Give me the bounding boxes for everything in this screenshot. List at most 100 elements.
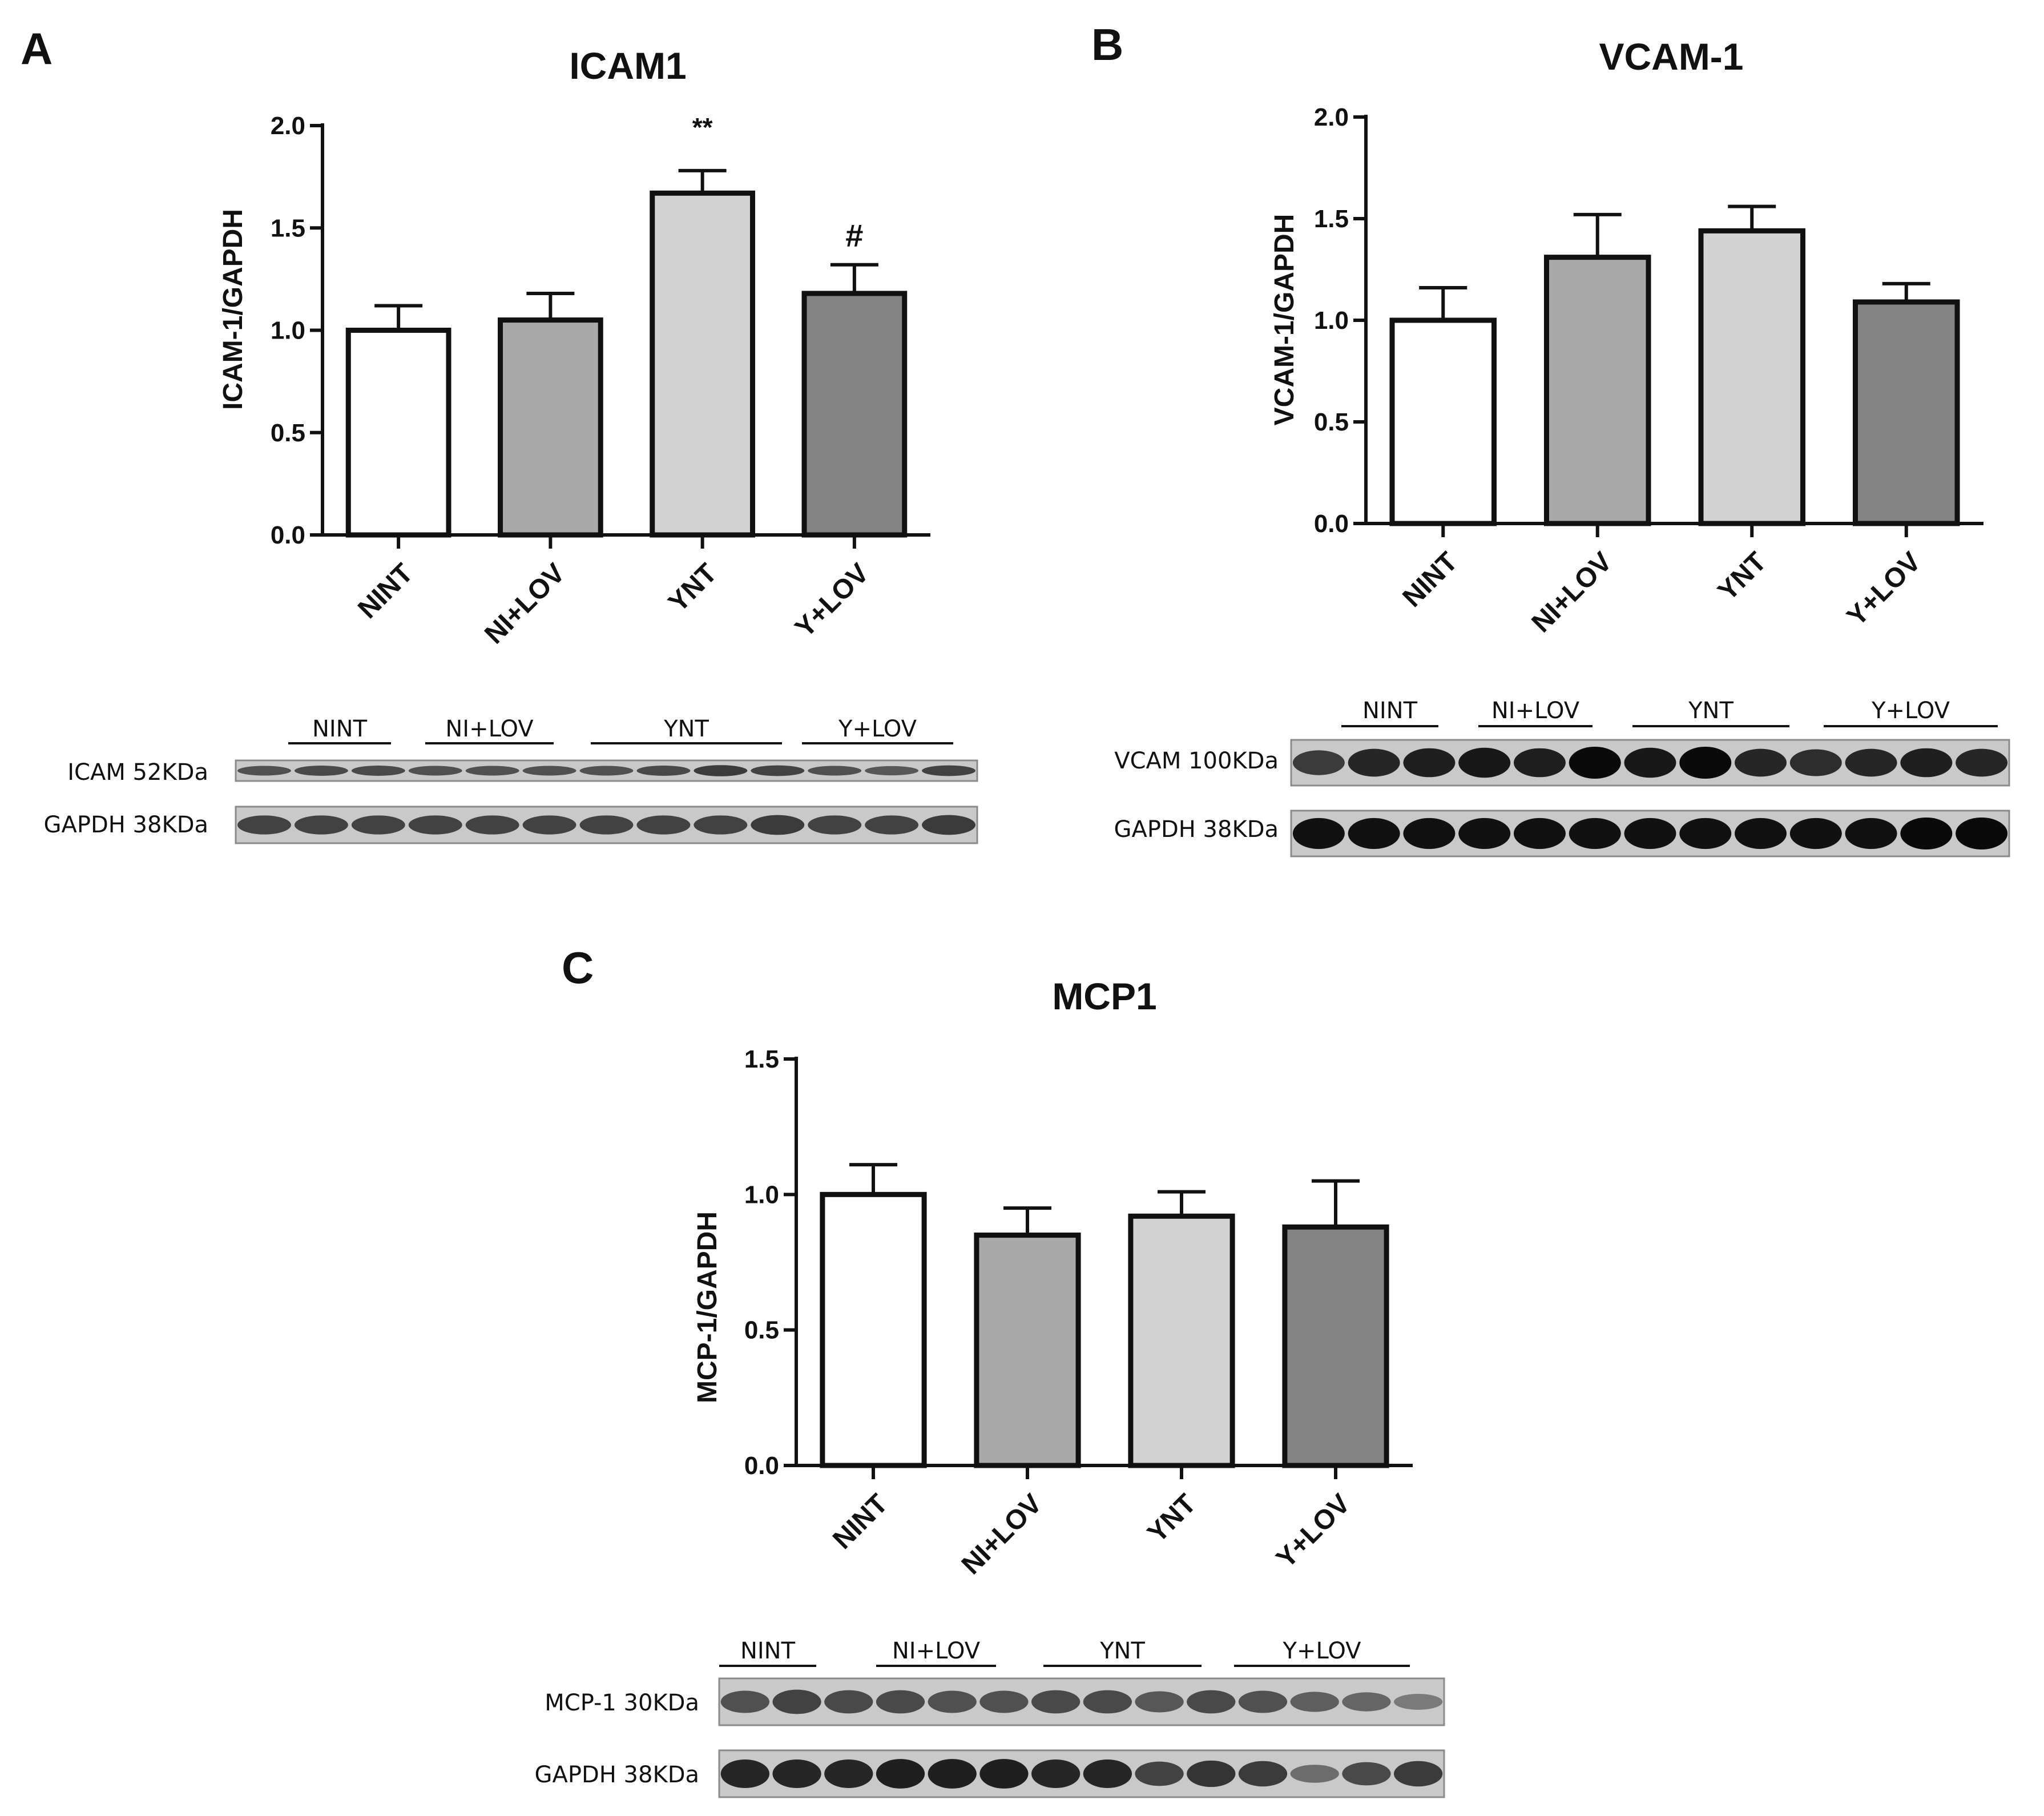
blot-band: [465, 815, 519, 835]
blot-band: [720, 1690, 769, 1713]
lane-group-label: YNT: [1099, 1638, 1145, 1664]
chart-title: ICAM1: [569, 45, 686, 87]
blot-band: [1135, 1761, 1184, 1786]
y-tick-label: 1.5: [744, 1045, 779, 1073]
blot-band: [1735, 748, 1787, 777]
blot-band: [1290, 1692, 1339, 1712]
blot-band: [636, 815, 691, 835]
blot-band: [876, 1759, 925, 1789]
lane-group-label: NINT: [1362, 698, 1418, 724]
blot-band: [876, 1690, 925, 1714]
blot-band: [1403, 748, 1456, 778]
y-axis-label: ICAM-1/GAPDH: [218, 209, 248, 410]
y-tick-label: 0.5: [271, 419, 305, 447]
lane-group-label: Y+LOV: [838, 716, 917, 742]
bar: [1389, 317, 1497, 526]
blot-band: [1513, 818, 1566, 849]
blot-band: [1845, 748, 1897, 777]
western-blot: NINT NI+LOV YNT Y+LOV ICAM 52KDa GAPDH 38KDa: [43, 716, 978, 844]
blot-band: [928, 1759, 977, 1789]
blot-band: [1031, 1759, 1081, 1789]
y-tick-label: 0.5: [1314, 408, 1349, 436]
bar: [1698, 228, 1806, 526]
blot-band: [1031, 1690, 1081, 1714]
blot-band: [1290, 1765, 1339, 1783]
blot-band: [1956, 748, 2008, 777]
blot-row-label: GAPDH 38KDa: [43, 812, 208, 838]
lane-group-label: NI+LOV: [445, 716, 534, 742]
blot-band: [808, 815, 862, 835]
lane-group-label: YNT: [663, 716, 709, 742]
bar: [974, 1233, 1081, 1468]
bar: [345, 328, 451, 538]
y-tick-label: 1.5: [1314, 205, 1349, 233]
blot-band: [636, 766, 691, 776]
blot-band: [824, 1690, 873, 1714]
panel-letter: C: [562, 943, 594, 993]
bar: [650, 190, 755, 538]
blot-band: [1238, 1761, 1288, 1787]
blot-band: [694, 765, 748, 776]
bar: [820, 1191, 927, 1468]
blot-band: [979, 1759, 1029, 1789]
bar: [1128, 1213, 1235, 1468]
y-axis-label: VCAM-1/GAPDH: [1269, 214, 1300, 426]
y-tick-label: 0.0: [744, 1452, 779, 1480]
blot-band: [1342, 1762, 1391, 1786]
blot-band: [922, 815, 976, 835]
blot-band: [1458, 747, 1511, 778]
panel-letter: B: [1091, 19, 1123, 70]
blot-band: [522, 766, 576, 776]
panel-b: B VCAM-1 VCAM-1/GAPDH 0.0 0.5 1.0 1.5 2.0 NIN…: [1091, 19, 2010, 857]
blot-band: [579, 815, 634, 835]
blot-band: [408, 766, 462, 776]
bar: [1282, 1224, 1389, 1468]
y-tick-label: 1.0: [744, 1181, 779, 1209]
blot-band: [1735, 818, 1787, 849]
lane-group-label: NINT: [740, 1638, 796, 1664]
blot-band: [1569, 747, 1621, 779]
blot-band: [1679, 818, 1732, 849]
blot-band: [1513, 748, 1566, 778]
significance-marker: #: [845, 218, 863, 253]
western-blot: NINT NI+LOV YNT Y+LOV MCP-1 30KDa GAPDH 38KDa: [534, 1638, 1445, 1798]
y-tick-label: 0.5: [744, 1316, 779, 1344]
panel-letter: A: [21, 23, 53, 74]
blot-band: [1403, 818, 1456, 849]
blot-band: [1394, 1694, 1443, 1710]
blot-row-label: ICAM 52KDa: [67, 759, 208, 786]
blot-band: [865, 766, 919, 776]
blot-band: [824, 1759, 873, 1789]
blot-row-label: VCAM 100KDa: [1114, 748, 1279, 774]
blot-band: [751, 765, 805, 776]
western-blot: NINT NI+LOV YNT Y+LOV VCAM 100KDa GAPDH 38KDa: [1114, 698, 2010, 857]
blot-row-label: GAPDH 38KDa: [534, 1762, 699, 1788]
blot-band: [1624, 818, 1676, 849]
blot-band: [1679, 747, 1732, 779]
blot-band: [351, 815, 405, 835]
blot-band: [1789, 818, 1842, 849]
blot-band: [1458, 818, 1511, 849]
lane-group-label: NI+LOV: [892, 1638, 981, 1664]
blot-band: [1135, 1691, 1184, 1713]
blot-band: [1956, 818, 2008, 849]
blot-band: [351, 766, 405, 776]
blot-band: [465, 766, 519, 776]
y-tick-label: 0.0: [271, 521, 305, 549]
blot-row-label: MCP-1 30KDa: [545, 1690, 699, 1716]
bar: [498, 317, 603, 538]
blot-band: [1900, 748, 1953, 778]
y-axis-label: MCP-1/GAPDH: [692, 1211, 723, 1403]
lane-group-label: YNT: [1688, 698, 1733, 724]
blot-band: [1624, 747, 1676, 778]
blot-band: [237, 815, 291, 835]
panel-c: C MCP1 MCP-1/GAPDH 0.0 0.5 1.0 1.5 NINT NI+LO…: [534, 943, 1445, 1798]
blot-band: [979, 1690, 1029, 1713]
blot-band: [720, 1759, 769, 1789]
blot-row-label: GAPDH 38KDa: [1114, 816, 1279, 843]
lane-group-label: NINT: [312, 716, 368, 742]
blot-band: [865, 815, 919, 835]
blot-band: [694, 815, 748, 835]
